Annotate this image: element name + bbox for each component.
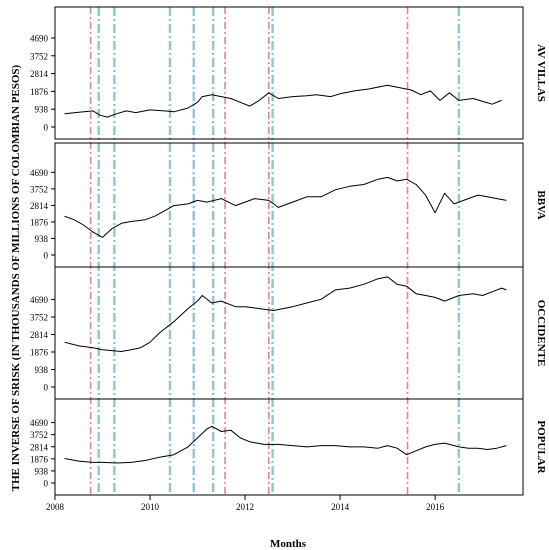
panel-frame — [54, 142, 524, 268]
y-tick-label: 4690 — [30, 295, 49, 305]
panel-label: BBVA — [535, 190, 547, 219]
panel-frame — [54, 6, 524, 140]
y-tick-label: 4690 — [30, 33, 49, 43]
y-axis-label: THE INVERSE OF SRISK (IN THOUSANDS OF MI… — [10, 64, 22, 491]
panel-1: 0 938 1876 2814 3752 4690 BBVA — [30, 142, 547, 268]
series-line-3 — [64, 425, 507, 464]
x-tick-label: 2014 — [331, 502, 350, 512]
series-line-2 — [64, 276, 507, 352]
y-tick-label: 938 — [35, 234, 49, 244]
series-line-0 — [64, 84, 502, 118]
panel-2: 0 938 1876 2814 3752 4690 OCCIDENTE — [30, 266, 547, 400]
y-tick-label: 1876 — [30, 217, 49, 227]
panel-0: 0 938 1876 2814 3752 4690 AV VILLAS — [30, 6, 547, 140]
y-tick-label: 3752 — [30, 312, 48, 322]
x-tick-label: 2010 — [141, 502, 160, 512]
y-tick-label: 4690 — [30, 168, 49, 178]
panel-frame — [54, 266, 524, 400]
panel-label: OCCIDENTE — [535, 300, 547, 367]
x-axis-label: Months — [270, 538, 307, 550]
panel-frame — [54, 398, 524, 496]
y-tick-label: 4690 — [30, 418, 49, 428]
y-tick-label: 938 — [35, 466, 49, 476]
y-tick-label: 2814 — [30, 442, 49, 452]
y-tick-label: 0 — [44, 123, 49, 133]
y-tick-label: 0 — [44, 479, 49, 489]
panel-3: 0 938 1876 2814 3752 4690 POPULAR — [30, 398, 547, 496]
x-tick-label: 2008 — [46, 502, 65, 512]
y-tick-label: 0 — [44, 251, 49, 261]
y-tick-label: 3752 — [30, 184, 48, 194]
y-tick-label: 1876 — [30, 87, 49, 97]
y-tick-label: 1876 — [30, 454, 49, 464]
series-line-1 — [64, 176, 507, 238]
x-tick-label: 2016 — [426, 502, 445, 512]
panel-label: POPULAR — [535, 420, 547, 474]
y-tick-label: 938 — [35, 365, 49, 375]
panel-label: AV VILLAS — [535, 44, 547, 102]
y-tick-label: 3752 — [30, 430, 48, 440]
y-tick-label: 0 — [44, 383, 49, 393]
vline-layer — [89, 7, 461, 495]
y-tick-label: 938 — [35, 105, 49, 115]
x-tick-label: 2012 — [236, 502, 254, 512]
y-tick-label: 2814 — [30, 69, 49, 79]
x-axis: 2008 2010 2012 2014 2016 — [46, 495, 445, 512]
y-tick-label: 2814 — [30, 201, 49, 211]
y-tick-label: 1876 — [30, 347, 49, 357]
panel-layer: 0 938 1876 2814 3752 4690 AV VILLAS 0 938 1876 281… — [30, 6, 547, 496]
y-tick-label: 3752 — [30, 51, 48, 61]
y-tick-label: 2814 — [30, 330, 49, 340]
